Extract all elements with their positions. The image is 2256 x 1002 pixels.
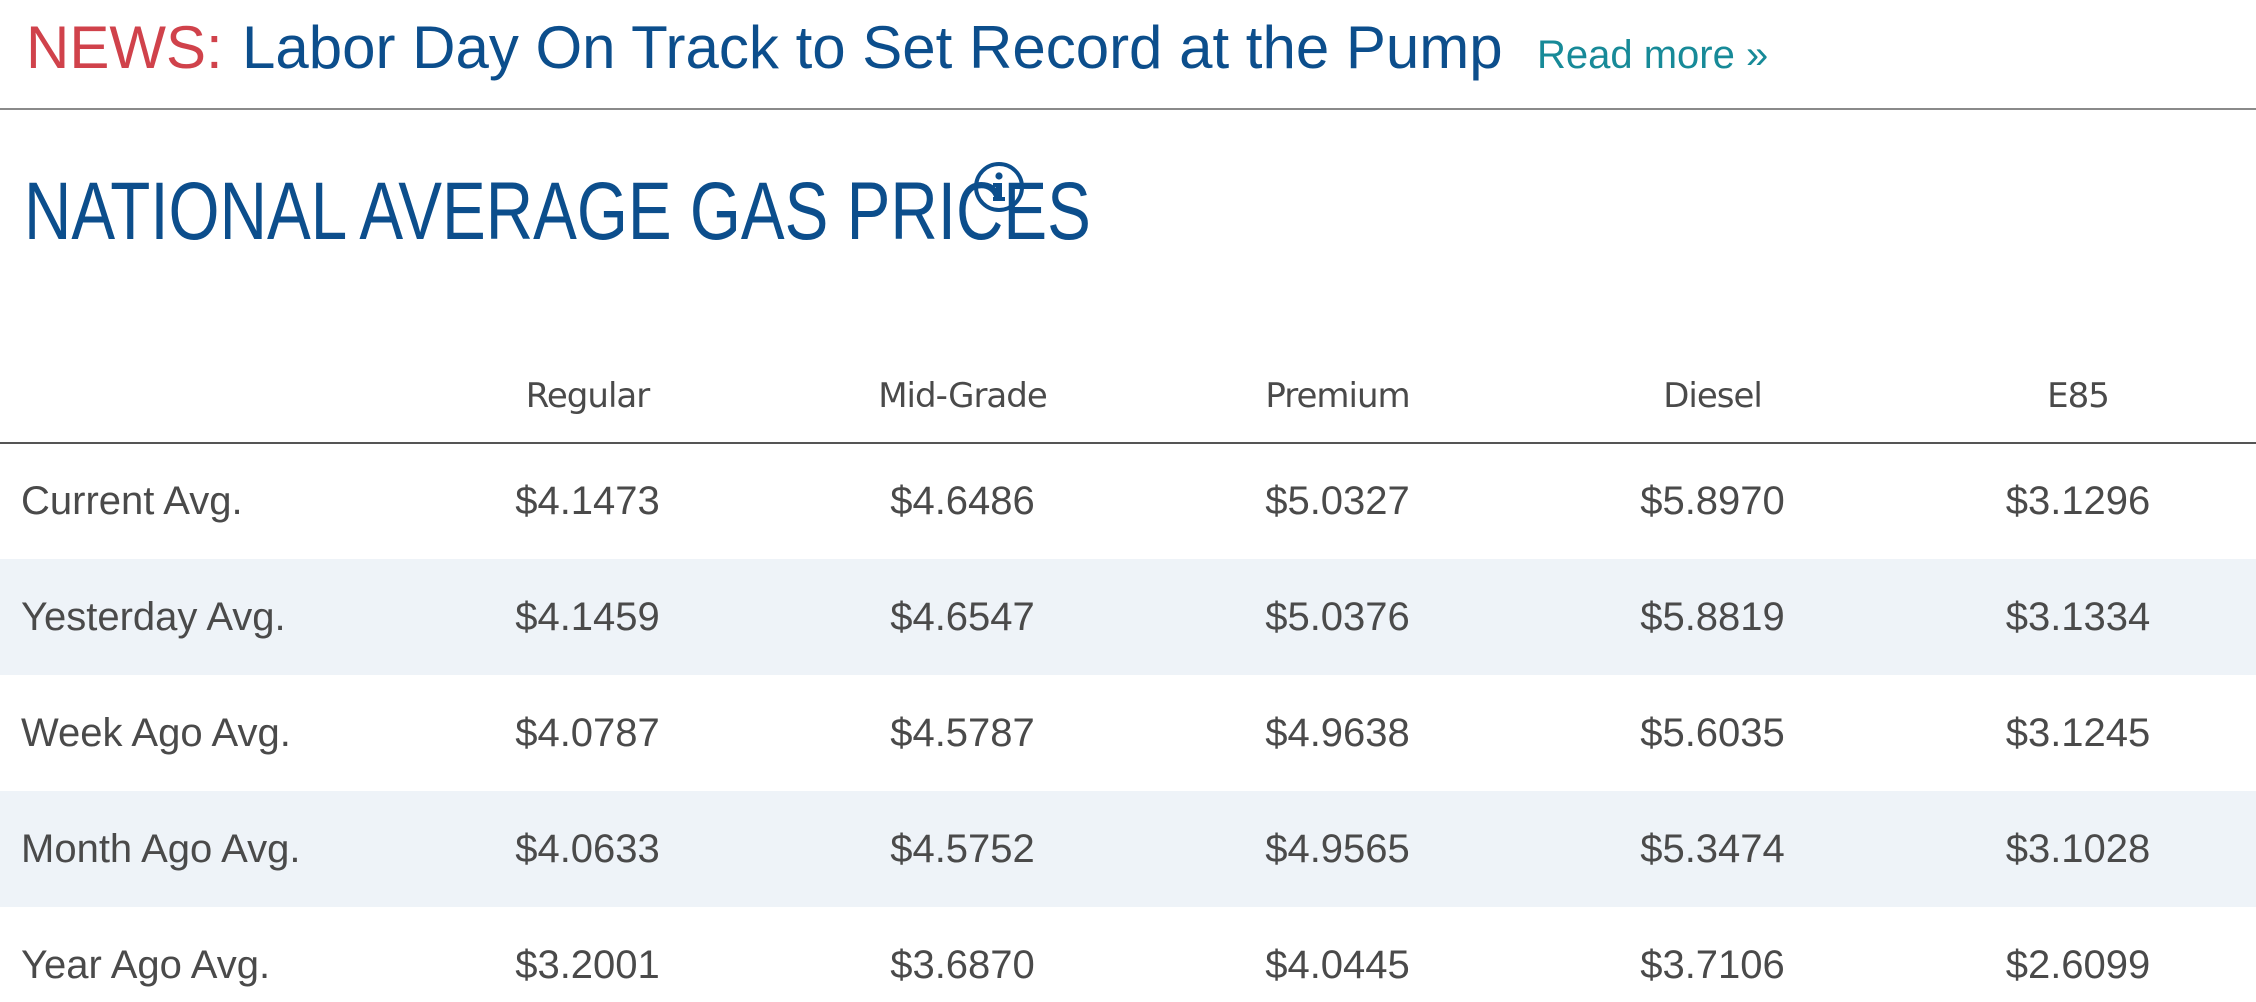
price-cell: $3.1028 <box>2005 826 2151 871</box>
price-cell: $3.1245 <box>2005 710 2151 755</box>
price-cell: $3.6870 <box>890 942 1035 987</box>
price-cell: $3.1296 <box>2005 479 2151 523</box>
price-cell: $4.5752 <box>890 826 1035 871</box>
price-cell: $4.0445 <box>1265 942 1410 987</box>
column-header <box>0 350 400 444</box>
price-cell: $5.0376 <box>1265 594 1410 639</box>
column-header-regular: Regular <box>400 350 775 444</box>
column-header-mid-grade: Mid-Grade <box>775 350 1150 444</box>
column-header-diesel: Diesel <box>1525 350 1900 444</box>
table-row: Week Ago Avg. $4.0787 $4.5787 $4.9638 $5… <box>0 675 2256 791</box>
table-row: Current Avg. $4.1473 $4.6486 $5.0327 $5.… <box>0 443 2256 559</box>
news-bar: NEWS: Labor Day On Track to Set Record a… <box>0 0 2256 110</box>
read-more-link[interactable]: Read more » <box>1537 33 1769 77</box>
price-cell: $3.7106 <box>1640 942 1785 987</box>
table-header-row: Regular Mid-Grade Premium Diesel E85 <box>0 350 2256 444</box>
news-headline-link[interactable]: Labor Day On Track to Set Record at the … <box>242 14 1503 81</box>
price-cell: $4.0787 <box>515 710 660 755</box>
table-row: Month Ago Avg. $4.0633 $4.5752 $4.9565 $… <box>0 791 2256 907</box>
table-row: Yesterday Avg. $4.1459 $4.6547 $5.0376 $… <box>0 559 2256 675</box>
price-cell: $4.5787 <box>890 710 1035 755</box>
row-label: Yesterday Avg. <box>21 594 286 639</box>
price-cell: $4.9565 <box>1265 826 1410 871</box>
price-cell: $4.1473 <box>515 479 660 523</box>
price-cell: $5.0327 <box>1265 479 1410 523</box>
table-row: Year Ago Avg. $3.2001 $3.6870 $4.0445 $3… <box>0 907 2256 1002</box>
price-cell: $2.6099 <box>2005 942 2151 987</box>
news-label: NEWS: <box>26 14 223 81</box>
price-cell: $4.1459 <box>515 594 660 639</box>
column-header-premium: Premium <box>1150 350 1525 444</box>
price-cell: $5.3474 <box>1640 826 1785 871</box>
price-cell: $3.2001 <box>515 942 660 987</box>
price-cell: $4.6486 <box>890 479 1035 523</box>
row-label: Year Ago Avg. <box>21 942 271 987</box>
row-label: Month Ago Avg. <box>21 826 301 871</box>
gas-prices-table: Regular Mid-Grade Premium Diesel E85 Cur… <box>0 350 2256 1002</box>
price-cell: $5.8970 <box>1640 479 1785 523</box>
column-header-e85: E85 <box>1900 350 2256 444</box>
price-cell: $4.0633 <box>515 826 660 871</box>
row-label: Week Ago Avg. <box>21 710 291 755</box>
row-label: Current Avg. <box>21 479 243 523</box>
price-cell: $3.1334 <box>2005 594 2151 639</box>
info-circle-icon[interactable] <box>973 161 1025 213</box>
price-cell: $5.6035 <box>1640 710 1785 755</box>
price-cell: $4.9638 <box>1265 710 1410 755</box>
price-cell: $5.8819 <box>1640 594 1785 639</box>
price-cell: $4.6547 <box>890 594 1035 639</box>
page-title: NATIONAL AVERAGE GAS PRICES <box>24 166 1091 257</box>
